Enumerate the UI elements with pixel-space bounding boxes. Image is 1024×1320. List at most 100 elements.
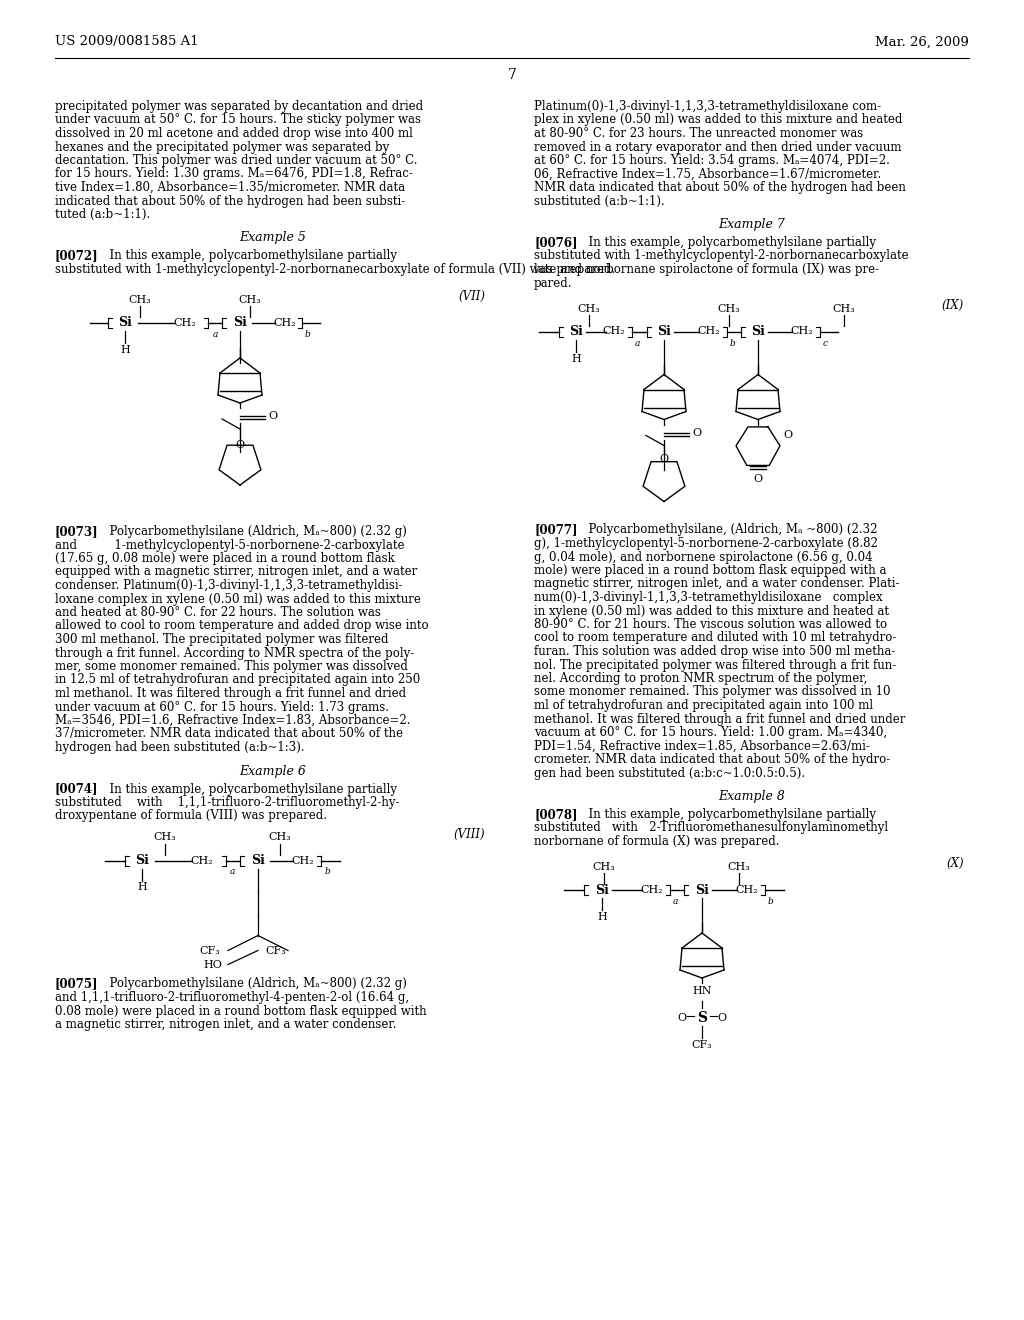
Text: CH₂: CH₂ xyxy=(641,884,664,895)
Text: 300 ml methanol. The precipitated polymer was filtered: 300 ml methanol. The precipitated polyme… xyxy=(55,634,388,645)
Text: Si: Si xyxy=(118,317,132,330)
Text: CH₂: CH₂ xyxy=(292,855,314,866)
Text: Polycarbomethylsilane, (Aldrich, Mₐ ~800) (2.32: Polycarbomethylsilane, (Aldrich, Mₐ ~800… xyxy=(581,524,878,536)
Text: pared.: pared. xyxy=(534,276,572,289)
Text: allowed to cool to room temperature and added drop wise into: allowed to cool to room temperature and … xyxy=(55,619,429,632)
Text: Mₐ=3546, PDI=1.6, Refractive Index=1.83, Absorbance=2.: Mₐ=3546, PDI=1.6, Refractive Index=1.83,… xyxy=(55,714,411,727)
Text: substituted with 1-methylcyclopentyl-2-norbornanecarboxylate of formula (VII) wa: substituted with 1-methylcyclopentyl-2-n… xyxy=(55,263,615,276)
Text: Si: Si xyxy=(595,883,609,896)
Text: CH₂: CH₂ xyxy=(174,318,197,327)
Text: in xylene (0.50 ml) was added to this mixture and heated at: in xylene (0.50 ml) was added to this mi… xyxy=(534,605,889,618)
Text: and 1,1,1-trifluoro-2-trifluoromethyl-4-penten-2-ol (16.64 g,: and 1,1,1-trifluoro-2-trifluoromethyl-4-… xyxy=(55,991,410,1005)
Text: a magnetic stirrer, nitrogen inlet, and a water condenser.: a magnetic stirrer, nitrogen inlet, and … xyxy=(55,1018,396,1031)
Text: ml methanol. It was filtered through a frit funnel and dried: ml methanol. It was filtered through a f… xyxy=(55,686,407,700)
Text: CH₃: CH₃ xyxy=(578,304,600,314)
Text: b: b xyxy=(305,330,310,339)
Text: substituted (a:b~1:1).: substituted (a:b~1:1). xyxy=(534,194,665,207)
Text: for 15 hours. Yield: 1.30 grams. Mₐ=6476, PDI=1.8, Refrac-: for 15 hours. Yield: 1.30 grams. Mₐ=6476… xyxy=(55,168,413,181)
Text: In this example, polycarbomethylsilane partially: In this example, polycarbomethylsilane p… xyxy=(581,808,876,821)
Text: In this example, polycarbomethylsilane partially: In this example, polycarbomethylsilane p… xyxy=(581,236,876,249)
Text: precipitated polymer was separated by decantation and dried: precipitated polymer was separated by de… xyxy=(55,100,423,114)
Text: (17.65 g, 0.08 mole) were placed in a round bottom flask: (17.65 g, 0.08 mole) were placed in a ro… xyxy=(55,552,394,565)
Text: H: H xyxy=(571,354,581,363)
Text: b: b xyxy=(768,898,774,906)
Text: a: a xyxy=(213,330,218,339)
Text: 37/micrometer. NMR data indicated that about 50% of the: 37/micrometer. NMR data indicated that a… xyxy=(55,727,403,741)
Text: at 80-90° C. for 23 hours. The unreacted monomer was: at 80-90° C. for 23 hours. The unreacted… xyxy=(534,127,863,140)
Text: droxypentane of formula (VIII) was prepared.: droxypentane of formula (VIII) was prepa… xyxy=(55,809,327,822)
Text: Polycarbomethylsilane (Aldrich, Mₐ~800) (2.32 g): Polycarbomethylsilane (Aldrich, Mₐ~800) … xyxy=(102,525,407,539)
Text: Example 6: Example 6 xyxy=(239,764,306,777)
Text: CH₂: CH₂ xyxy=(791,326,813,337)
Text: equipped with a magnetic stirrer, nitrogen inlet, and a water: equipped with a magnetic stirrer, nitrog… xyxy=(55,565,417,578)
Text: (VII): (VII) xyxy=(458,290,485,304)
Text: US 2009/0081585 A1: US 2009/0081585 A1 xyxy=(55,36,199,49)
Text: Example 7: Example 7 xyxy=(718,218,785,231)
Text: and heated at 80-90° C. for 22 hours. The solution was: and heated at 80-90° C. for 22 hours. Th… xyxy=(55,606,381,619)
Text: hydrogen had been substituted (a:b~1:3).: hydrogen had been substituted (a:b~1:3). xyxy=(55,741,304,754)
Text: HO: HO xyxy=(203,961,222,970)
Text: CH₃: CH₃ xyxy=(718,304,740,314)
Text: c: c xyxy=(823,338,828,347)
Text: [0074]: [0074] xyxy=(55,783,98,796)
Text: tive Index=1.80, Absorbance=1.35/micrometer. NMR data: tive Index=1.80, Absorbance=1.35/microme… xyxy=(55,181,406,194)
Text: H: H xyxy=(120,345,130,355)
Text: O: O xyxy=(754,474,763,483)
Text: b: b xyxy=(730,338,736,347)
Text: nol. The precipitated polymer was filtered through a frit fun-: nol. The precipitated polymer was filter… xyxy=(534,659,896,672)
Text: CH₃: CH₃ xyxy=(239,294,261,305)
Text: methanol. It was filtered through a frit funnel and dried under: methanol. It was filtered through a frit… xyxy=(534,713,905,726)
Text: decantation. This polymer was dried under vacuum at 50° C.: decantation. This polymer was dried unde… xyxy=(55,154,418,168)
Text: Example 5: Example 5 xyxy=(239,231,306,244)
Text: substituted    with    1,1,1-trifluoro-2-trifluoromethyl-2-hy-: substituted with 1,1,1-trifluoro-2-trifl… xyxy=(55,796,399,809)
Text: mole) were placed in a round bottom flask equipped with a: mole) were placed in a round bottom flas… xyxy=(534,564,887,577)
Text: [0076]: [0076] xyxy=(534,236,578,249)
Text: S: S xyxy=(697,1011,707,1026)
Text: Si: Si xyxy=(569,325,583,338)
Text: substituted with 1-methylcyclopentyl-2-norbornanecarboxylate: substituted with 1-methylcyclopentyl-2-n… xyxy=(534,249,908,263)
Text: a: a xyxy=(673,898,678,906)
Text: some monomer remained. This polymer was dissolved in 10: some monomer remained. This polymer was … xyxy=(534,685,891,698)
Text: norbornane of formula (X) was prepared.: norbornane of formula (X) was prepared. xyxy=(534,836,779,847)
Text: condenser. Platinum(0)-1,3-divinyl-1,1,3,3-tetramethyldisi-: condenser. Platinum(0)-1,3-divinyl-1,1,3… xyxy=(55,579,402,591)
Text: indicated that about 50% of the hydrogen had been substi-: indicated that about 50% of the hydrogen… xyxy=(55,194,406,207)
Text: gen had been substituted (a:b:c~1.0:0.5:0.5).: gen had been substituted (a:b:c~1.0:0.5:… xyxy=(534,767,805,780)
Text: through a frit funnel. According to NMR spectra of the poly-: through a frit funnel. According to NMR … xyxy=(55,647,415,660)
Text: 06, Refractive Index=1.75, Absorbance=1.67/micrometer.: 06, Refractive Index=1.75, Absorbance=1.… xyxy=(534,168,882,181)
Text: g, 0.04 mole), and norbornene spirolactone (6.56 g, 0.04: g, 0.04 mole), and norbornene spirolacto… xyxy=(534,550,872,564)
Text: [0077]: [0077] xyxy=(534,524,578,536)
Text: CH₂: CH₂ xyxy=(190,855,213,866)
Text: CH₂: CH₂ xyxy=(735,884,759,895)
Text: Si: Si xyxy=(233,317,247,330)
Text: num(0)-1,3-divinyl-1,1,3,3-tetramethyldisiloxane   complex: num(0)-1,3-divinyl-1,1,3,3-tetramethyldi… xyxy=(534,591,883,605)
Text: a: a xyxy=(635,338,640,347)
Text: Si: Si xyxy=(251,854,265,867)
Text: CH₃: CH₃ xyxy=(593,862,615,873)
Text: mer, some monomer remained. This polymer was dissolved: mer, some monomer remained. This polymer… xyxy=(55,660,408,673)
Text: [0075]: [0075] xyxy=(55,978,98,990)
Text: at 60° C. for 15 hours. Yield: 3.54 grams. Mₐ=4074, PDI=2.: at 60° C. for 15 hours. Yield: 3.54 gram… xyxy=(534,154,890,168)
Text: O: O xyxy=(678,1012,686,1023)
Text: Mar. 26, 2009: Mar. 26, 2009 xyxy=(876,36,969,49)
Text: CH₃: CH₃ xyxy=(268,833,292,842)
Text: under vacuum at 60° C. for 15 hours. Yield: 1.73 grams.: under vacuum at 60° C. for 15 hours. Yie… xyxy=(55,701,389,714)
Text: CH₃: CH₃ xyxy=(129,294,152,305)
Text: dissolved in 20 ml acetone and added drop wise into 400 ml: dissolved in 20 ml acetone and added dro… xyxy=(55,127,413,140)
Text: substituted   with   2-Trifluoromethanesulfonylaminomethyl: substituted with 2-Trifluoromethanesulfo… xyxy=(534,821,888,834)
Text: HN: HN xyxy=(692,986,712,997)
Text: CF₃: CF₃ xyxy=(691,1040,713,1049)
Text: O: O xyxy=(692,428,701,437)
Text: O: O xyxy=(236,440,245,450)
Text: 0.08 mole) were placed in a round bottom flask equipped with: 0.08 mole) were placed in a round bottom… xyxy=(55,1005,427,1018)
Text: CF₃: CF₃ xyxy=(265,945,286,956)
Text: H: H xyxy=(597,912,607,921)
Text: (VIII): (VIII) xyxy=(454,828,485,841)
Text: (IX): (IX) xyxy=(942,298,964,312)
Text: CH₃: CH₃ xyxy=(833,304,855,314)
Text: 7: 7 xyxy=(508,69,516,82)
Text: O: O xyxy=(783,430,793,441)
Text: CH₂: CH₂ xyxy=(603,326,626,337)
Text: In this example, polycarbomethylsilane partially: In this example, polycarbomethylsilane p… xyxy=(102,249,397,263)
Text: CH₂: CH₂ xyxy=(697,326,720,337)
Text: under vacuum at 50° C. for 15 hours. The sticky polymer was: under vacuum at 50° C. for 15 hours. The… xyxy=(55,114,421,127)
